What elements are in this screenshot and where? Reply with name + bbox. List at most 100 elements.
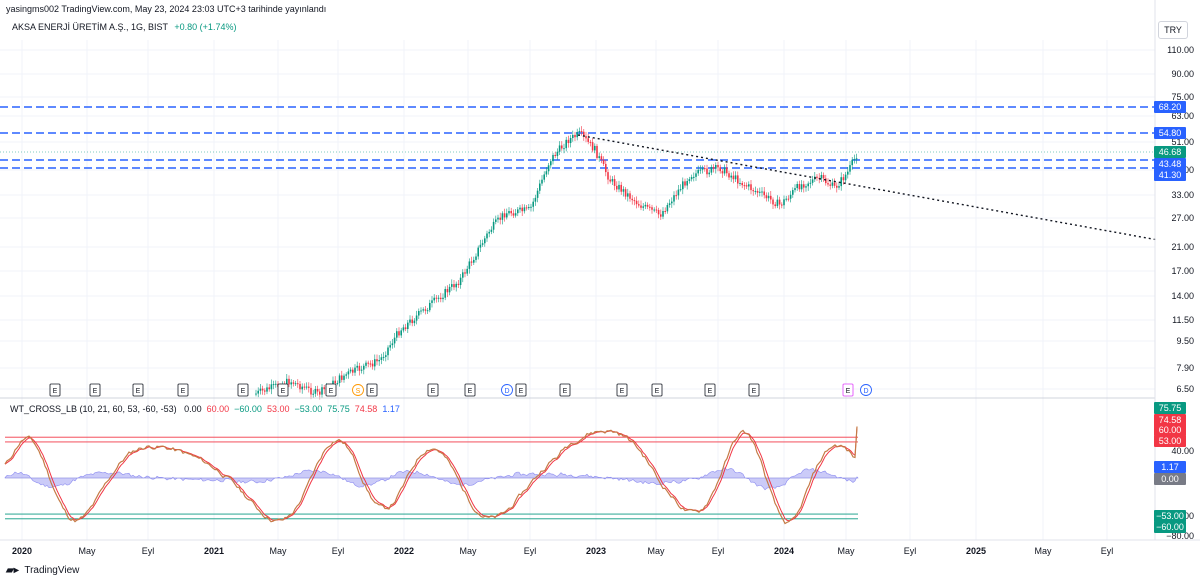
candle-body	[767, 195, 770, 199]
indicator-value: 74.58	[354, 404, 378, 414]
candle-body	[275, 383, 277, 385]
candle-body	[825, 178, 827, 184]
candle-body	[697, 169, 699, 174]
candle-body	[668, 203, 671, 205]
candle-body	[572, 134, 574, 139]
candle-body	[376, 359, 378, 362]
osc-tag: 60.00	[1154, 424, 1186, 436]
candle-body	[391, 343, 394, 346]
event-marker-label: E	[53, 388, 58, 395]
candle-body	[853, 159, 856, 161]
candle-body	[745, 185, 748, 187]
candle-body	[730, 175, 732, 178]
brand-name: TradingView	[24, 565, 80, 576]
event-marker-label: E	[752, 388, 757, 395]
candle-body	[763, 191, 765, 196]
trendline	[577, 134, 1159, 241]
price-tick: 7.90	[1176, 363, 1194, 373]
candle-body	[365, 362, 367, 366]
time-axis[interactable]: 2020 May Eyl 2021 May Eyl 2022 May Eyl 2023 May Eyl…	[0, 540, 1155, 560]
candle-body	[695, 173, 697, 177]
candle-body	[631, 198, 633, 201]
event-marker-label: E	[241, 388, 246, 395]
candle-body	[431, 300, 433, 303]
candle-body	[686, 181, 688, 186]
event-marker-earnings: E	[616, 383, 628, 397]
footer-brand[interactable]: ▰▸ TradingView	[6, 565, 79, 576]
candle-body	[655, 209, 658, 211]
candle-body	[748, 184, 750, 187]
event-marker-label: E	[846, 388, 851, 395]
price-tick: 75.00	[1171, 92, 1194, 102]
candle-body	[514, 213, 517, 216]
candle-body	[682, 181, 684, 190]
candle-body	[268, 387, 270, 390]
candle-body	[402, 327, 405, 331]
candle-body	[297, 383, 299, 385]
candle-body	[627, 193, 629, 197]
price-axis[interactable]: 110.00 90.00 75.00 63.00 51.00 40.00 33.00 27.0…	[1154, 0, 1200, 541]
candle-body	[517, 209, 519, 214]
candle-body	[822, 174, 825, 179]
candle-body	[662, 211, 664, 217]
event-marker-earnings: E	[651, 383, 663, 397]
candle-body	[624, 189, 627, 197]
candle-body	[701, 168, 704, 170]
indicator-value: −60.00	[234, 404, 262, 414]
candle-body	[288, 378, 290, 385]
candle-body	[807, 183, 809, 187]
candle-body	[545, 171, 548, 175]
indicator-value: 1.17	[382, 404, 400, 414]
candle-body	[473, 259, 475, 263]
candle-body	[800, 184, 803, 190]
candle-body	[677, 189, 680, 196]
candle-body	[363, 365, 365, 370]
candle-body	[312, 393, 314, 395]
event-marker-earnings: E	[277, 383, 289, 397]
candle-body	[477, 247, 479, 257]
candle-body	[596, 145, 598, 158]
candle-body	[770, 195, 772, 200]
time-label: Eyl	[331, 546, 345, 556]
time-label: May	[647, 546, 665, 556]
event-marker-label: E	[329, 388, 334, 395]
candle-body	[519, 207, 521, 210]
indicator-legend[interactable]: WT_CROSS_LB (10, 21, 60, 53, -60, -53) 0…	[10, 404, 410, 414]
candle-body	[433, 297, 435, 301]
candle-body	[528, 207, 530, 209]
candle-body	[855, 158, 858, 160]
event-marker-label: E	[468, 388, 473, 395]
candle-body	[510, 210, 512, 214]
candle-body	[257, 390, 259, 394]
candle-body	[574, 134, 576, 138]
candle-body	[512, 213, 515, 216]
price-tick: 27.00	[1171, 213, 1194, 223]
event-marker-earnings: E	[132, 383, 144, 397]
candle-body	[532, 201, 534, 207]
candle-body	[679, 189, 682, 191]
candle-body	[404, 327, 407, 330]
candle-body	[492, 221, 495, 230]
currency-button[interactable]: TRY	[1158, 21, 1188, 39]
candle-body	[671, 201, 673, 204]
candle-body	[506, 213, 508, 218]
candle-body	[310, 387, 312, 395]
price-tag: 46.68	[1154, 146, 1186, 158]
price-tick: 17.00	[1171, 266, 1194, 276]
candle-body	[580, 131, 583, 133]
candle-body	[418, 311, 420, 316]
candle-body	[367, 362, 369, 364]
osc-tick: −80.00	[1166, 531, 1194, 541]
candle-body	[783, 199, 785, 206]
candle-body	[499, 217, 501, 220]
candle-body	[345, 374, 347, 376]
candle-body	[501, 213, 504, 220]
candle-body	[451, 284, 453, 287]
candle-body	[466, 268, 468, 274]
candle-body	[743, 185, 746, 187]
symbol-legend[interactable]: AKSA ENERJİ ÜRETİM A.Ş., 1G, BIST +0.80 …	[12, 22, 236, 32]
candle-body	[653, 209, 655, 211]
price-tag: 54.80	[1154, 127, 1186, 139]
candle-body	[765, 195, 768, 199]
